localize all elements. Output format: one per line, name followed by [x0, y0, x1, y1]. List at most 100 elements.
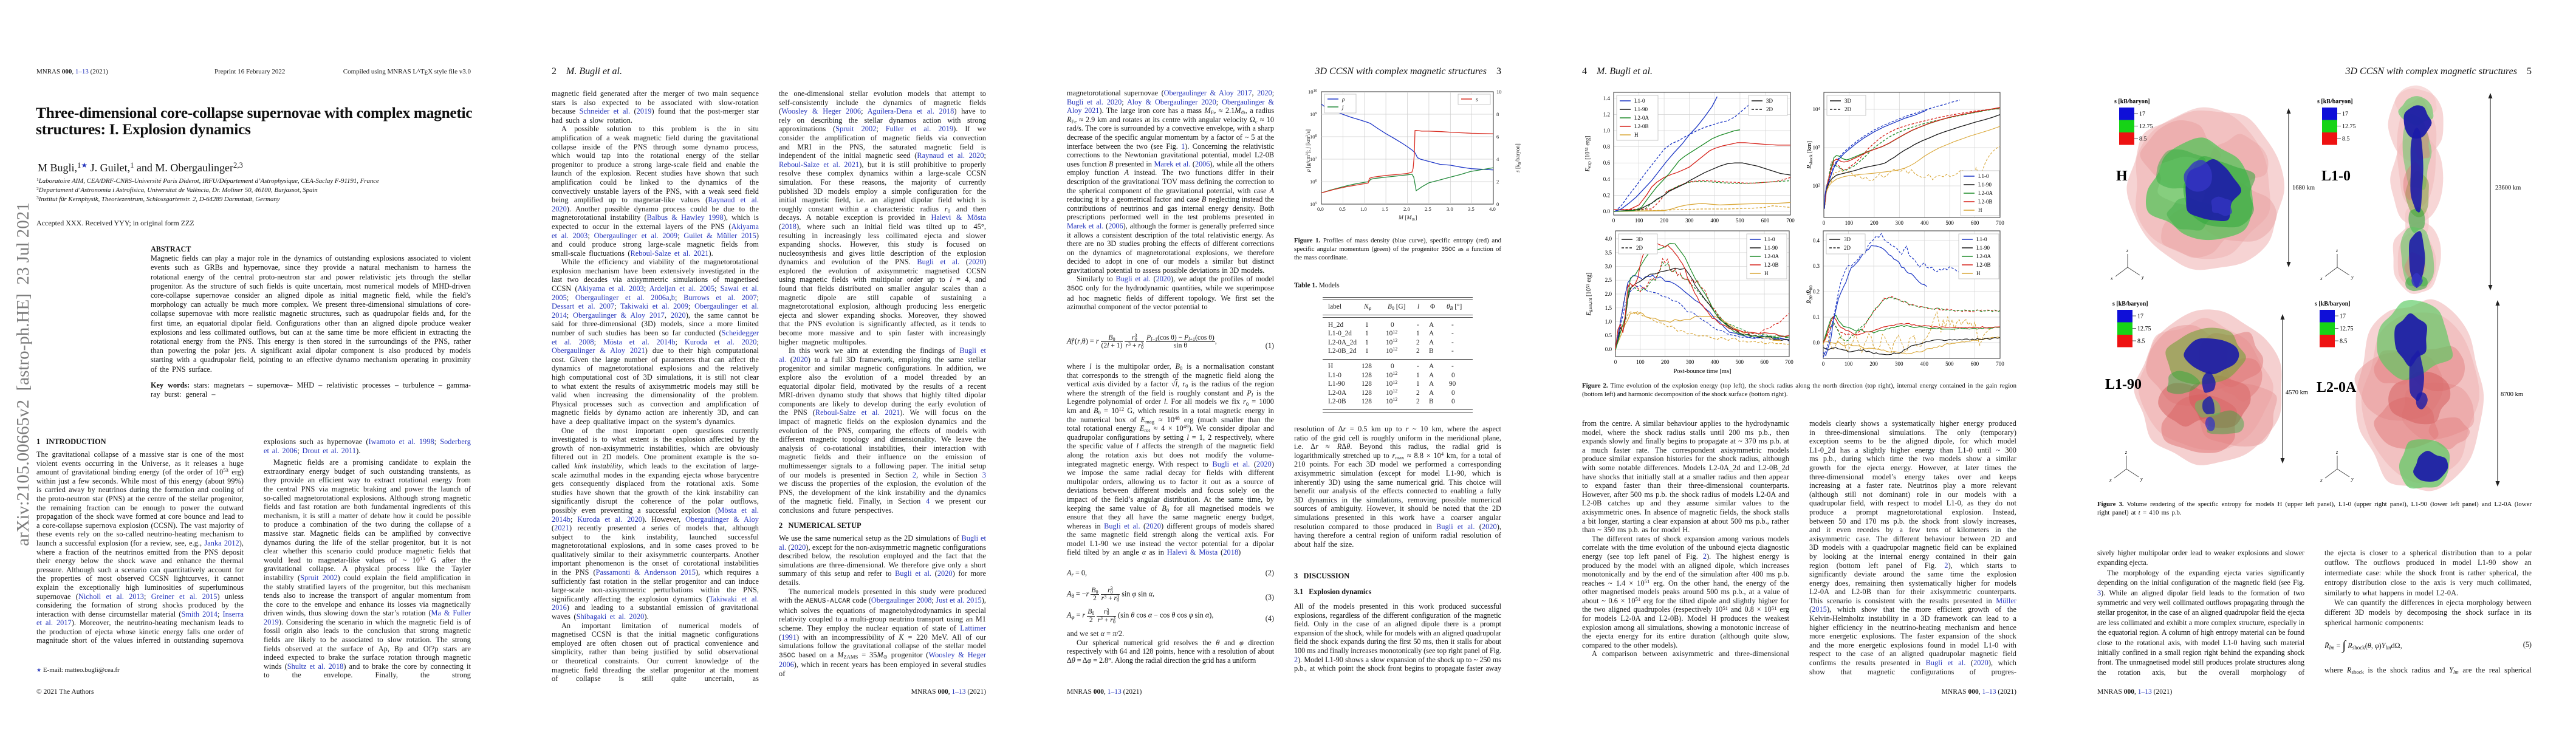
- svg-text:z: z: [2125, 450, 2128, 455]
- svg-text:108: 108: [1310, 134, 1317, 140]
- svg-text:L2-0A: L2-0A: [1978, 190, 1993, 196]
- svg-text:H: H: [2116, 168, 2128, 184]
- svg-text:600: 600: [1971, 220, 1979, 226]
- svg-text:y: y: [2140, 476, 2143, 482]
- svg-text:L2-0A: L2-0A: [1634, 115, 1649, 121]
- svg-text:z: z: [2126, 248, 2129, 253]
- svg-text:6: 6: [1496, 134, 1499, 140]
- svg-text:12.75: 12.75: [2342, 123, 2356, 130]
- svg-text:8.5: 8.5: [2340, 338, 2348, 345]
- svg-text:0.0: 0.0: [1813, 340, 1820, 346]
- svg-text:100: 100: [1635, 217, 1643, 224]
- svg-text:2.0: 2.0: [1605, 291, 1612, 297]
- svg-text:0: 0: [1612, 217, 1615, 224]
- svg-text:17: 17: [2340, 313, 2346, 320]
- svg-text:H: H: [1764, 270, 1769, 276]
- svg-text:2.5: 2.5: [1605, 277, 1612, 283]
- svg-text:1010: 1010: [1308, 89, 1317, 95]
- svg-text:z: z: [2335, 450, 2338, 455]
- svg-text:L1-0: L1-0: [1634, 98, 1645, 104]
- svg-text:M [M⊙]: M [M⊙]: [1398, 215, 1417, 222]
- svg-text:s: s: [1476, 97, 1478, 103]
- svg-text:100: 100: [1845, 361, 1853, 367]
- svg-text:Post-bounce time [ms]: Post-bounce time [ms]: [1673, 368, 1731, 375]
- svg-text:L1-90: L1-90: [1764, 245, 1778, 251]
- svg-text:17: 17: [2139, 111, 2145, 118]
- svg-text:107: 107: [1310, 156, 1318, 162]
- svg-text:8.5: 8.5: [2137, 338, 2145, 345]
- svg-text:3D: 3D: [1636, 236, 1643, 242]
- svg-text:0.3: 0.3: [1813, 263, 1820, 269]
- svg-text:H: H: [1978, 207, 1982, 213]
- svg-text:L2-0B: L2-0B: [1978, 199, 1993, 205]
- svg-text:1680 km: 1680 km: [2292, 185, 2315, 191]
- svg-text:1.0: 1.0: [1360, 206, 1367, 212]
- svg-text:L1-0: L1-0: [2321, 168, 2351, 184]
- svg-text:0.5: 0.5: [1339, 206, 1346, 212]
- svg-text:y: y: [2351, 476, 2354, 482]
- svg-text:400: 400: [1920, 220, 1929, 226]
- svg-text:3D: 3D: [1845, 98, 1852, 104]
- svg-text:s [kB/baryon]: s [kB/baryon]: [2112, 301, 2148, 307]
- svg-text:600: 600: [1761, 217, 1770, 224]
- svg-text:300: 300: [1686, 359, 1694, 365]
- svg-text:102: 102: [1813, 183, 1821, 189]
- svg-text:2: 2: [1496, 179, 1499, 185]
- svg-text:s [kB/baryon]: s [kB/baryon]: [1515, 143, 1522, 173]
- svg-text:L1-0: L1-0: [1976, 236, 1987, 242]
- svg-text:s [kB/baryon]: s [kB/baryon]: [2114, 98, 2150, 105]
- svg-text:106: 106: [1310, 179, 1318, 185]
- svg-text:L1-90: L1-90: [1976, 245, 1990, 251]
- svg-text:2D: 2D: [1636, 245, 1643, 251]
- svg-text:12.75: 12.75: [2137, 326, 2151, 332]
- svg-text:L2-0B: L2-0B: [1634, 123, 1649, 129]
- svg-text:L1-90: L1-90: [2105, 377, 2142, 392]
- svg-text:10: 10: [1496, 89, 1502, 95]
- svg-text:0.1: 0.1: [1813, 314, 1820, 320]
- svg-text:0: 0: [1823, 220, 1826, 226]
- svg-text:200: 200: [1660, 217, 1668, 224]
- svg-text:300: 300: [1896, 220, 1904, 226]
- svg-text:8: 8: [1496, 111, 1499, 117]
- svg-text:600: 600: [1760, 359, 1769, 365]
- svg-text:500: 500: [1945, 220, 1954, 226]
- svg-text:104: 104: [1813, 106, 1821, 112]
- svg-text:ρ: ρ: [1341, 97, 1345, 103]
- svg-text:12.75: 12.75: [2139, 123, 2153, 130]
- svg-text:2.0: 2.0: [1403, 206, 1410, 212]
- svg-text:200: 200: [1870, 220, 1879, 226]
- svg-text:500: 500: [1736, 217, 1744, 224]
- svg-text:700: 700: [1786, 217, 1795, 224]
- svg-text:y: y: [2141, 275, 2144, 280]
- svg-text:109: 109: [1310, 111, 1317, 117]
- svg-text:0.0: 0.0: [1605, 346, 1612, 352]
- svg-text:3.0: 3.0: [1447, 206, 1453, 212]
- svg-text:Eexp [1051 erg]: Eexp [1051 erg]: [1584, 136, 1592, 173]
- svg-text:3.5: 3.5: [1605, 250, 1612, 256]
- svg-text:L2-0B: L2-0B: [1764, 262, 1779, 268]
- svg-text:L2-0A: L2-0A: [1764, 253, 1779, 259]
- svg-text:2D: 2D: [1766, 106, 1773, 112]
- svg-text:3.0: 3.0: [1605, 264, 1612, 270]
- svg-text:x: x: [2110, 276, 2113, 281]
- svg-text:1.0: 1.0: [1605, 319, 1612, 325]
- svg-text:L1-90: L1-90: [1978, 182, 1992, 188]
- svg-text:0.2: 0.2: [1603, 192, 1610, 198]
- svg-text:0: 0: [1614, 359, 1617, 365]
- svg-text:s [kB/baryon]: s [kB/baryon]: [2317, 98, 2353, 105]
- svg-text:0.5: 0.5: [1605, 332, 1612, 338]
- svg-text:4: 4: [1496, 156, 1499, 162]
- svg-text:17: 17: [2342, 111, 2348, 118]
- svg-text:1.0: 1.0: [1603, 128, 1611, 134]
- svg-text:L2-0A: L2-0A: [2317, 380, 2357, 395]
- svg-text:100: 100: [1636, 359, 1645, 365]
- svg-text:s [kB/baryon]: s [kB/baryon]: [2315, 301, 2351, 307]
- svg-text:23600 km: 23600 km: [2495, 185, 2521, 191]
- svg-text:600: 600: [1971, 361, 1979, 367]
- svg-text:H: H: [1634, 132, 1639, 138]
- svg-text:300: 300: [1895, 361, 1903, 367]
- svg-text:700: 700: [1996, 361, 2004, 367]
- svg-text:0: 0: [1496, 201, 1499, 207]
- svg-text:400: 400: [1711, 217, 1719, 224]
- svg-text:4570 km: 4570 km: [2286, 389, 2308, 396]
